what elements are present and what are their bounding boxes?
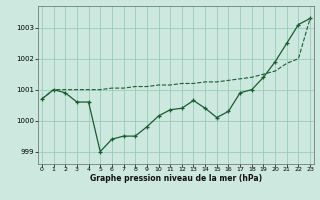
X-axis label: Graphe pression niveau de la mer (hPa): Graphe pression niveau de la mer (hPa) bbox=[90, 174, 262, 183]
